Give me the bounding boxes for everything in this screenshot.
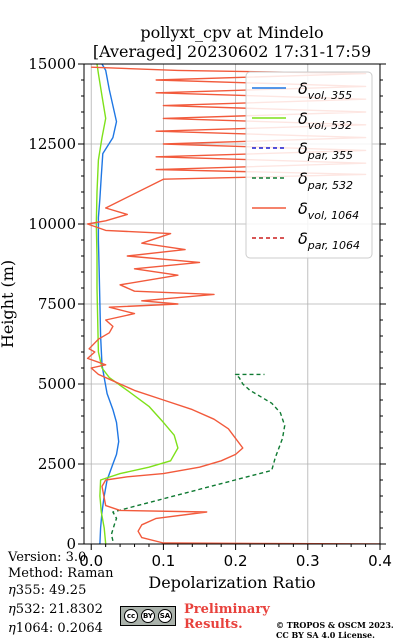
eta-symbol: η [8, 621, 16, 636]
legend-label-par1064: δpar, 1064 [298, 229, 360, 252]
series-line-vol355 [97, 64, 120, 544]
eta355-row: η355: 49.25 [8, 583, 86, 599]
method-text: Method: Raman [8, 566, 114, 581]
y-axis-label: Height (m) [0, 260, 17, 348]
legend-label-vol355: δvol, 355 [298, 79, 352, 102]
x-tick-label: 0.3 [296, 552, 320, 570]
series-line-vol532 [95, 64, 179, 544]
x-axis-label: Depolarization Ratio [148, 573, 315, 592]
x-tick-label: 0.4 [368, 552, 392, 570]
eta-symbol: η [8, 602, 16, 617]
by-icon: BY [141, 609, 155, 623]
sa-icon: SA [158, 609, 172, 623]
version-text: Version: 3.0 [8, 550, 87, 565]
y-tick-label: 2500 [38, 455, 76, 473]
legend: δvol, 355 δvol, 532 δpar, 355 δpar, 532 δvol… [245, 71, 373, 259]
chart-title-line1: pollyxt_cpv at Mindelo [140, 23, 323, 42]
copyright-line1: © TROPOS & OSCM 2023. [276, 620, 394, 630]
y-tick-label: 7500 [38, 295, 76, 313]
axis-ticks: 0.0 0.1 0.2 0.3 0.4 0 2500 5000 7500 10000 12500 15… [28, 55, 392, 570]
eta-symbol: η [8, 583, 16, 598]
copyright-text: © TROPOS & OSCM 2023. CC BY SA 4.0 Licen… [276, 620, 394, 640]
eta532-text: 532: 21.8302 [15, 602, 103, 617]
x-tick-label: 0.1 [151, 552, 175, 570]
eta1064-text: 1064: 0.2064 [15, 621, 103, 636]
preliminary-line2: Results. [184, 617, 243, 632]
y-tick-label: 10000 [28, 215, 76, 233]
x-tick-label: 0.2 [224, 552, 248, 570]
preliminary-results-text: Preliminary Results. [184, 602, 270, 632]
preliminary-line1: Preliminary [184, 602, 270, 617]
series-line-par532 [110, 373, 286, 541]
legend-label-par532: δpar, 532 [298, 169, 353, 192]
cc-icon: cc [124, 609, 138, 623]
eta1064-row: η1064: 0.2064 [8, 621, 103, 637]
legend-label-vol1064: δvol, 1064 [298, 199, 359, 222]
y-tick-label: 12500 [28, 135, 76, 153]
eta355-text: 355: 49.25 [15, 583, 87, 598]
y-tick-label: 15000 [28, 55, 76, 73]
chart-title-line2: [Averaged] 20230602 17:31-17:59 [93, 42, 371, 61]
x-tick-label: 0.0 [79, 552, 103, 570]
y-tick-label: 5000 [38, 375, 76, 393]
cc-license-badge: cc BY SA [120, 606, 176, 626]
eta532-row: η532: 21.8302 [8, 602, 103, 618]
y-tick-label: 0 [66, 535, 76, 553]
copyright-line2: CC BY SA 4.0 License. [276, 630, 375, 640]
legend-label-vol532: δvol, 532 [298, 109, 352, 132]
legend-label-par355: δpar, 355 [298, 139, 353, 162]
